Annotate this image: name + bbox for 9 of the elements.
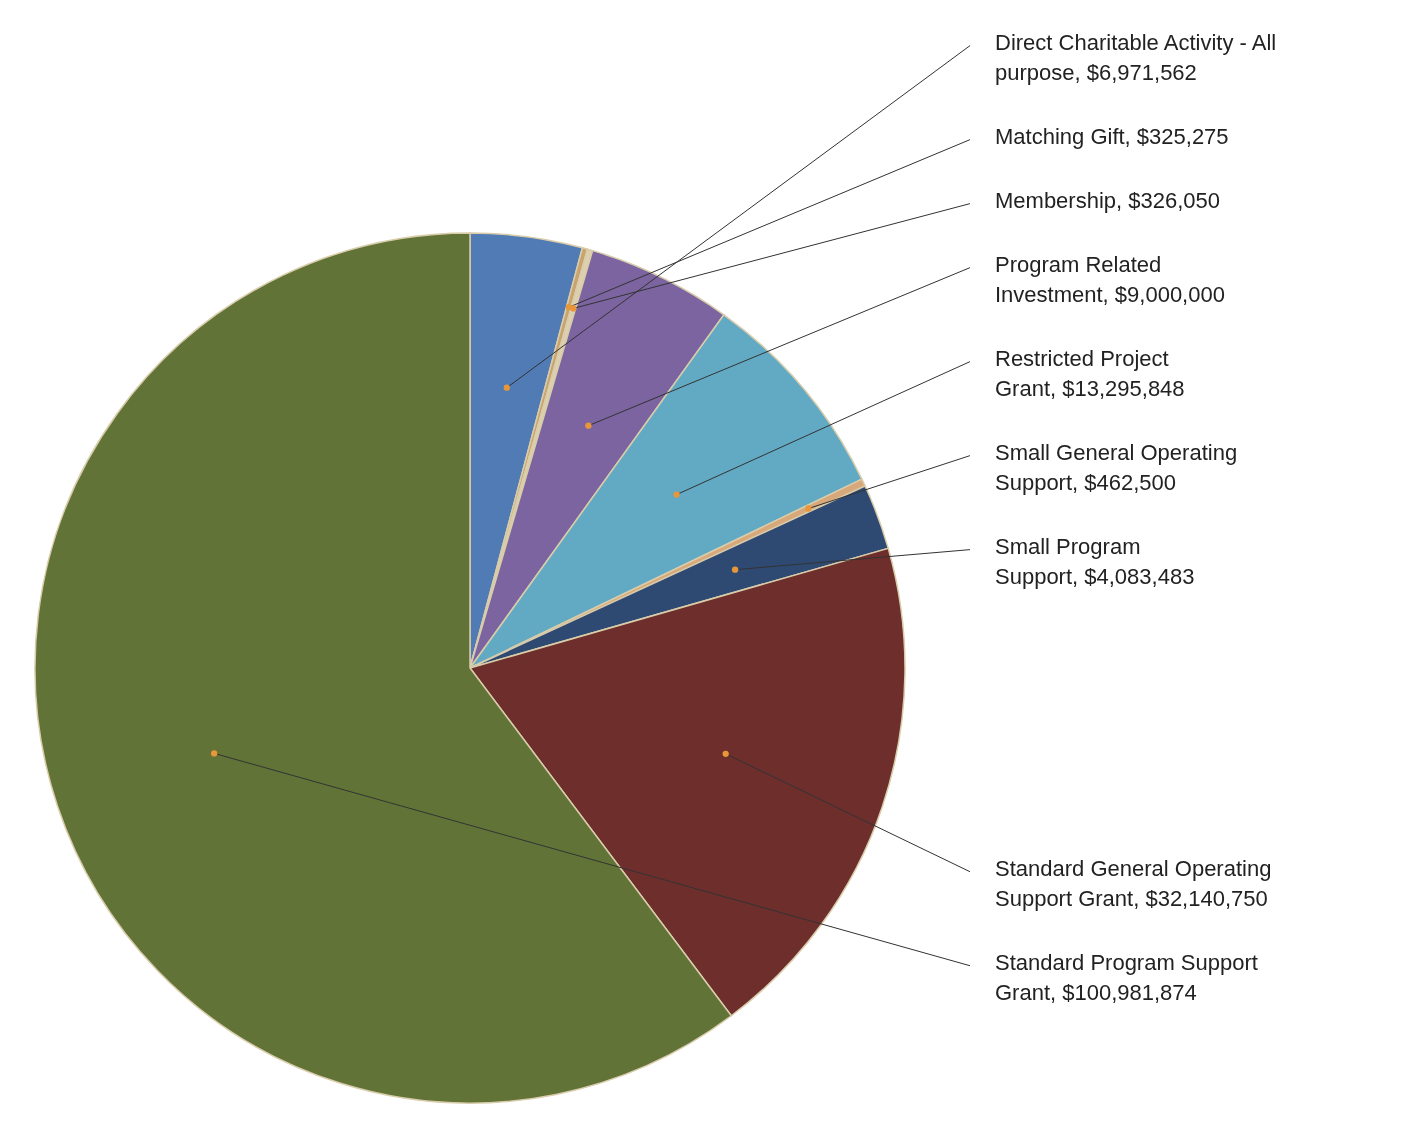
- slice-label: Standard Program Support Grant, $100,981,874: [995, 949, 1258, 1005]
- slice-label: Matching Gift, $325,275: [995, 123, 1229, 149]
- slice-label: Restricted Project Grant, $13,295,848: [995, 345, 1185, 401]
- slice-label: Direct Charitable Activity - All purpose, $6,971,562: [995, 29, 1277, 85]
- slice-label: Standard General Operating Support Grant, $32,140,750: [995, 855, 1272, 911]
- slice-label: Small Program Support, $4,083,483: [995, 533, 1195, 589]
- slice-label: Small General Operating Support, $462,500: [995, 439, 1238, 495]
- slice-label: Program Related Investment, $9,000,000: [995, 251, 1225, 307]
- slice-label: Membership, $326,050: [995, 187, 1221, 213]
